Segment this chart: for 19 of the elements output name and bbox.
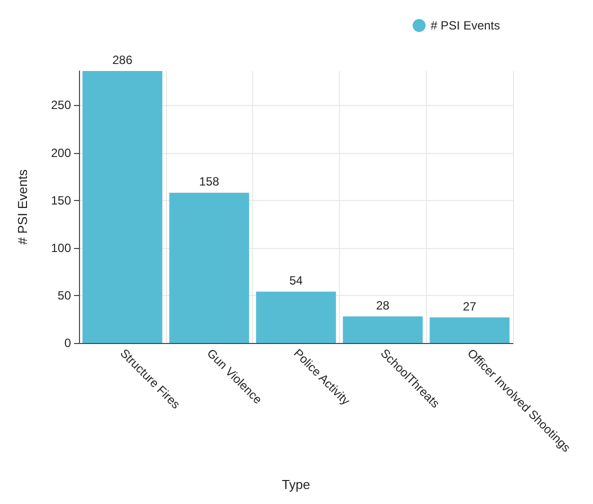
data-label: 286 — [112, 53, 133, 67]
y-tick-label: 0 — [64, 336, 72, 350]
y-tick-label: 200 — [50, 146, 72, 160]
data-label: 27 — [462, 299, 477, 314]
bar — [256, 292, 336, 343]
y-tick-label: 250 — [50, 98, 72, 112]
legend-label: # PSI Events — [430, 18, 500, 32]
bar — [169, 192, 250, 343]
y-tick-label: 100 — [50, 240, 72, 255]
y-tick-label: 150 — [50, 193, 72, 208]
bar — [82, 71, 162, 343]
bar — [342, 316, 423, 343]
data-label: 28 — [376, 298, 390, 312]
data-label: 158 — [199, 174, 220, 189]
bar — [430, 317, 510, 343]
y-tick-label: 50 — [58, 288, 72, 302]
x-axis-title: Type — [282, 477, 310, 492]
data-label: 54 — [289, 274, 303, 288]
y-axis-title: # PSI Events — [15, 168, 30, 245]
